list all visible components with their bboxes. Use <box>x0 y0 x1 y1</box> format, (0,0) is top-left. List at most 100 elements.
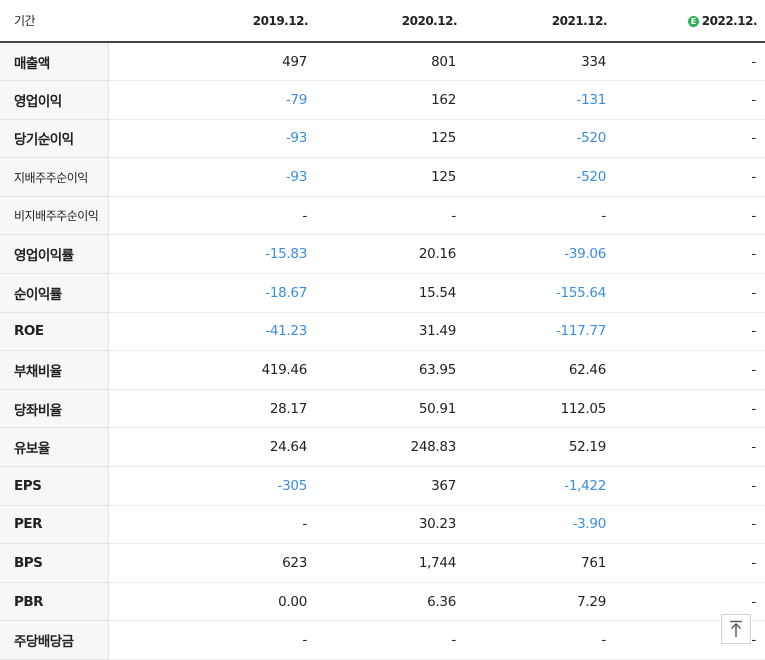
table-row: EPS -305 367 -1,422- <box>0 466 765 506</box>
row-label: 유보율 <box>0 427 109 468</box>
table-row: 당좌비율 28.17 50.91 112.05- <box>0 389 765 429</box>
table-row: 매출액 497 801 334- <box>0 42 765 82</box>
table-row: 지배주주순이익 -93 125 -520- <box>0 157 765 197</box>
period-text: 2020.12. <box>401 13 458 28</box>
cell-value: - <box>108 196 316 236</box>
row-label: BPS <box>0 543 109 583</box>
cell-value: - <box>615 119 765 159</box>
row-label: 주당배당금 <box>0 620 109 660</box>
scroll-top-button[interactable] <box>721 614 751 644</box>
cell-value: - <box>615 157 765 197</box>
table-row: 순이익률 -18.67 15.54 -155.64- <box>0 273 765 313</box>
cell-value: - <box>615 42 765 82</box>
cell-value: - <box>615 350 765 390</box>
period-text: 2021.12. <box>551 13 608 28</box>
table-row: 영업이익률 -15.83 20.16 -39.06- <box>0 234 765 275</box>
period-header-2020: 2020.12. <box>316 0 465 43</box>
cell-value: -41.23 <box>108 312 316 352</box>
cell-value: -93 <box>108 119 316 159</box>
cell-value: 30.23 <box>316 505 465 545</box>
cell-value: 761 <box>465 543 615 583</box>
table-row: 영업이익 -79 162 -131- <box>0 80 765 120</box>
period-header-2019: 2019.12. <box>108 0 316 43</box>
cell-value: 62.46 <box>465 350 615 390</box>
header-row: 기간 2019.12. 2020.12. 2021.12. E 2022.12. <box>0 0 765 43</box>
cell-value: -15.83 <box>108 234 316 275</box>
table-row: BPS 623 1,744 761- <box>0 543 765 583</box>
table-body: 매출액 497 801 334- 영업이익 -79 162 -131- 당기순이익 -93 12… <box>0 42 765 660</box>
cell-value: 7.29 <box>465 582 615 622</box>
cell-value: -520 <box>465 157 615 197</box>
table-row: 부채비율 419.46 63.95 62.46- <box>0 350 765 390</box>
cell-value: 24.64 <box>108 427 316 468</box>
row-label: 당기순이익 <box>0 119 109 159</box>
cell-value: - <box>316 196 465 236</box>
cell-value: -131 <box>465 80 615 120</box>
cell-value: 0.00 <box>108 582 316 622</box>
table-row: PBR 0.00 6.36 7.29- <box>0 582 765 622</box>
table-row: 비지배주주순이익 - - - - <box>0 196 765 236</box>
cell-value: 52.19 <box>465 427 615 468</box>
cell-value: 125 <box>316 157 465 197</box>
cell-value: 112.05 <box>465 389 615 429</box>
cell-value: 125 <box>316 119 465 159</box>
row-label: 비지배주주순이익 <box>0 196 109 236</box>
cell-value: - <box>615 389 765 429</box>
cell-value: -18.67 <box>108 273 316 313</box>
row-label: 지배주주순이익 <box>0 157 109 197</box>
table-row: ROE -41.23 31.49 -117.77- <box>0 312 765 352</box>
cell-value: -39.06 <box>465 234 615 275</box>
cell-value: - <box>615 466 765 506</box>
cell-value: 20.16 <box>316 234 465 275</box>
table-header: 기간 2019.12. 2020.12. 2021.12. E 2022.12. <box>0 0 765 43</box>
period-label: 기간 <box>0 0 108 43</box>
cell-value: 50.91 <box>316 389 465 429</box>
table-row: 당기순이익 -93 125 -520- <box>0 119 765 159</box>
cell-value: 63.95 <box>316 350 465 390</box>
cell-value: 162 <box>316 80 465 120</box>
cell-value: 15.54 <box>316 273 465 313</box>
cell-value: - <box>615 505 765 545</box>
cell-value: 497 <box>108 42 316 82</box>
cell-value: 801 <box>316 42 465 82</box>
row-label: ROE <box>0 312 109 352</box>
cell-value: 334 <box>465 42 615 82</box>
cell-value: 248.83 <box>316 427 465 468</box>
estimate-badge-icon: E <box>687 15 699 27</box>
cell-value: -155.64 <box>465 273 615 313</box>
row-label: 부채비율 <box>0 350 109 390</box>
row-label: 영업이익 <box>0 80 109 120</box>
cell-value: 623 <box>108 543 316 583</box>
arrow-up-icon <box>730 620 742 637</box>
period-header-2022: E 2022.12. <box>615 0 765 43</box>
cell-value: -305 <box>108 466 316 506</box>
cell-value: -117.77 <box>465 312 615 352</box>
row-label: 당좌비율 <box>0 389 109 429</box>
cell-value: -3.90 <box>465 505 615 545</box>
row-label: PBR <box>0 582 109 622</box>
period-text: 2022.12. <box>701 13 758 28</box>
cell-value: 419.46 <box>108 350 316 390</box>
cell-value: - <box>465 620 615 660</box>
cell-value: - <box>465 196 615 236</box>
cell-value: 6.36 <box>316 582 465 622</box>
period-text: 2019.12. <box>252 13 309 28</box>
row-label: 순이익률 <box>0 273 109 313</box>
cell-value: - <box>615 273 765 313</box>
cell-value: - <box>615 312 765 352</box>
row-label: EPS <box>0 466 109 506</box>
cell-value: - <box>615 543 765 583</box>
cell-value: - <box>615 234 765 275</box>
cell-value: - <box>615 80 765 120</box>
cell-value: -79 <box>108 80 316 120</box>
cell-value: - <box>615 427 765 468</box>
row-label: PER <box>0 505 109 545</box>
period-header-2021: 2021.12. <box>465 0 615 43</box>
cell-value: 31.49 <box>316 312 465 352</box>
table-row: 유보율 24.64 248.83 52.19- <box>0 427 765 468</box>
row-label: 매출액 <box>0 42 109 82</box>
cell-value: - <box>108 620 316 660</box>
cell-value: 28.17 <box>108 389 316 429</box>
cell-value: -93 <box>108 157 316 197</box>
